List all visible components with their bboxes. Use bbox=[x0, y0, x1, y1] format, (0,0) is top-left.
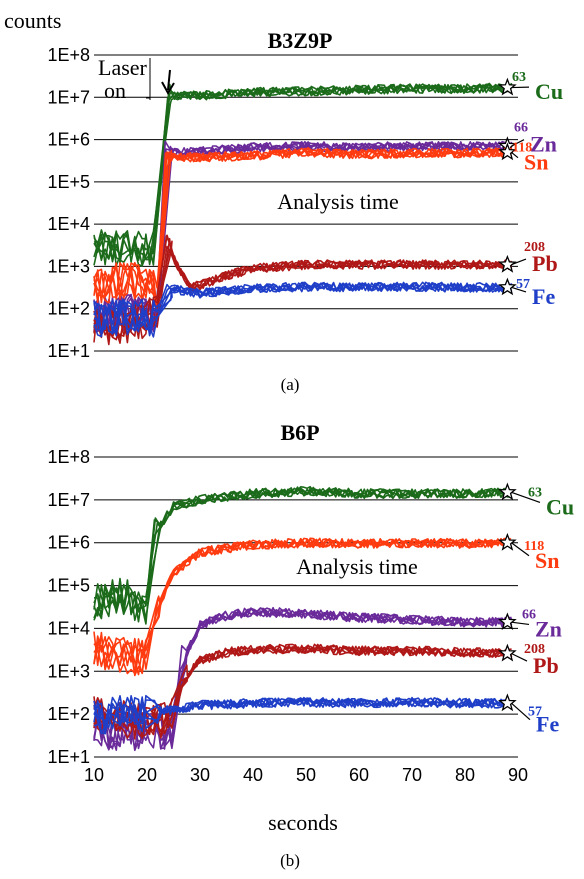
series-trace bbox=[94, 646, 512, 739]
y-tick-label: 1E+1 bbox=[47, 747, 90, 767]
y-tick-label: 1E+4 bbox=[47, 618, 90, 638]
x-axis-label: seconds bbox=[268, 810, 338, 835]
series-mass-label: 208 bbox=[524, 240, 545, 255]
y-tick-label: 1E+8 bbox=[47, 45, 90, 65]
series-mass-label: 66 bbox=[522, 607, 536, 622]
series-mass-label: 57 bbox=[516, 277, 530, 292]
y-axis-label: counts bbox=[4, 8, 61, 33]
x-tick-label: 70 bbox=[402, 765, 422, 785]
panel-a-label: (a) bbox=[281, 375, 300, 394]
y-tick-label: 1E+3 bbox=[47, 256, 90, 276]
analysis-time-label-b: Analysis time bbox=[296, 554, 418, 579]
y-tick-label: 1E+5 bbox=[47, 576, 90, 596]
panel-b-title: B6P bbox=[280, 420, 319, 445]
star-marker bbox=[500, 646, 515, 661]
x-tick-label: 60 bbox=[349, 765, 369, 785]
y-tick-label: 1E+1 bbox=[47, 341, 90, 361]
x-tick-label: 50 bbox=[296, 765, 316, 785]
y-tick-label: 1E+7 bbox=[47, 87, 90, 107]
x-tick-label: 80 bbox=[455, 765, 475, 785]
panel-b-x-ticks: 10 20 30 40 50 60 70 80 90 bbox=[84, 765, 528, 785]
series-trace bbox=[94, 84, 512, 265]
panel-a-title: B3Z9P bbox=[268, 28, 333, 53]
laser-on-arrow bbox=[162, 70, 174, 93]
y-tick-label: 1E+3 bbox=[47, 661, 90, 681]
y-tick-label: 1E+6 bbox=[47, 130, 90, 150]
series-trace bbox=[94, 487, 511, 618]
panel-b: B6P 1E+1 1E+2 1E+3 1E+4 1E+5 1E+6 1E+7 1E+8 10 2… bbox=[47, 420, 574, 870]
laser-on-label-line2: on bbox=[104, 78, 126, 103]
series-label: Cu bbox=[535, 79, 563, 104]
y-tick-label: 1E+6 bbox=[47, 533, 90, 553]
y-tick-label: 1E+2 bbox=[47, 704, 90, 724]
series-mass-label: 63 bbox=[528, 485, 542, 500]
analysis-time-label: Analysis time bbox=[277, 189, 399, 214]
y-tick-label: 1E+7 bbox=[47, 490, 90, 510]
y-tick-label: 1E+5 bbox=[47, 172, 90, 192]
series-label: Zn bbox=[535, 616, 562, 641]
series-mass-label: 208 bbox=[524, 642, 545, 657]
star-marker bbox=[500, 695, 515, 710]
y-tick-label: 1E+4 bbox=[47, 214, 90, 234]
series-label: Fe bbox=[532, 284, 555, 309]
panel-a: counts B3Z9P 1E+11E+21E+31E+41E+51E+61E+… bbox=[4, 8, 563, 394]
series-mass-label: 63 bbox=[512, 70, 526, 85]
panel-a-annotations: Laser on Analysis time bbox=[98, 55, 399, 214]
panel-b-label: (b) bbox=[280, 851, 300, 870]
x-tick-label: 90 bbox=[508, 765, 528, 785]
y-tick-label: 1E+2 bbox=[47, 299, 90, 319]
series-mass-label: 118 bbox=[512, 141, 532, 156]
y-tick-label: 1E+8 bbox=[47, 447, 90, 467]
x-tick-label: 20 bbox=[137, 765, 157, 785]
x-tick-label: 10 bbox=[84, 765, 104, 785]
series-label: Cu bbox=[546, 494, 574, 519]
panel-b-y-ticks: 1E+1 1E+2 1E+3 1E+4 1E+5 1E+6 1E+7 1E+8 bbox=[47, 447, 90, 767]
series-trace bbox=[94, 608, 512, 748]
x-tick-label: 30 bbox=[190, 765, 210, 785]
series-mass-label: 57 bbox=[528, 705, 542, 720]
label-leader-line bbox=[511, 622, 529, 624]
star-marker bbox=[500, 535, 515, 550]
laser-on-label-line1: Laser bbox=[98, 55, 148, 80]
series-mass-label: 118 bbox=[524, 539, 544, 554]
x-tick-label: 40 bbox=[243, 765, 263, 785]
series-mass-label: 66 bbox=[514, 121, 528, 136]
panel-a-y-ticks: 1E+1 1E+2 1E+3 1E+4 1E+5 1E+6 1E+7 1E+8 bbox=[47, 45, 90, 361]
